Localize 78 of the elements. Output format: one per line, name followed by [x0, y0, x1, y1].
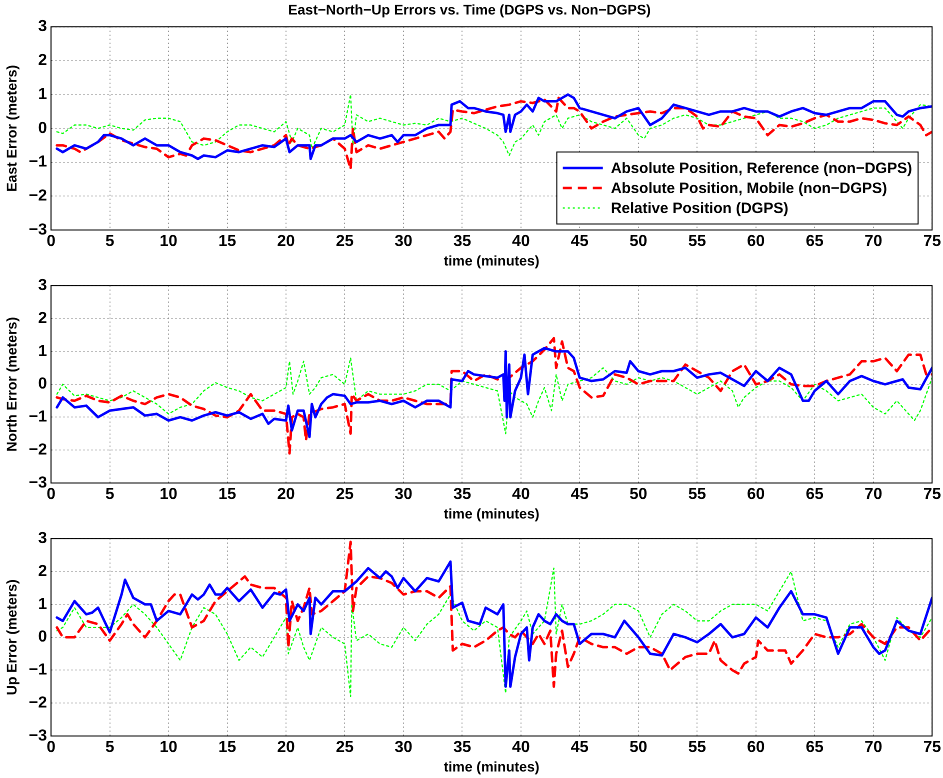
x-tick-label: 60: [746, 486, 765, 504]
y-tick-label: 2: [38, 52, 48, 70]
x-tick-label: 30: [394, 233, 412, 250]
x-tick-label: 45: [570, 233, 589, 250]
x-tick-label: 65: [806, 739, 824, 756]
x-tick-label: 40: [512, 233, 530, 250]
x-tick-label: 30: [394, 486, 412, 504]
x-tick-label: 55: [688, 233, 706, 250]
y-axis-title: North Error (meters): [3, 317, 20, 452]
y-tick-label: −3: [28, 474, 48, 492]
x-tick-label: 15: [218, 486, 236, 504]
y-tick-label: 2: [38, 310, 48, 327]
y-axis-title: East Error (meters): [3, 64, 20, 192]
x-tick-label: 5: [105, 486, 114, 504]
x-tick-label: 55: [688, 739, 706, 756]
x-tick-label: 50: [630, 486, 648, 504]
x-tick-label: 60: [746, 739, 765, 756]
x-tick-label: 15: [218, 233, 236, 250]
x-tick-label: 40: [512, 486, 530, 504]
x-tick-label: 65: [806, 233, 824, 250]
x-tick-label: 20: [277, 486, 295, 504]
x-tick-label: 40: [512, 739, 530, 756]
x-tick-label: 35: [453, 739, 472, 756]
y-tick-label: 1: [38, 86, 48, 103]
x-tick-label: 10: [160, 486, 178, 504]
legend-label: Absolute Position, Reference (non−DGPS): [610, 160, 912, 178]
x-tick-label: 10: [160, 739, 178, 756]
x-tick-label: 25: [336, 486, 354, 504]
line-series: [56, 336, 932, 455]
y-tick-label: 3: [38, 277, 48, 294]
y-tick-label: 3: [38, 530, 48, 548]
x-axis-title: time (minutes): [444, 252, 540, 268]
y-tick-label: −3: [28, 221, 48, 238]
y-tick-label: 0: [38, 628, 48, 646]
x-tick-label: 50: [630, 233, 648, 250]
y-tick-label: 1: [38, 596, 48, 613]
x-tick-label: 55: [688, 486, 706, 504]
x-axis-title: time (minutes): [444, 505, 540, 522]
x-tick-label: 10: [160, 233, 178, 250]
x-tick-label: 35: [453, 486, 472, 504]
x-tick-label: 20: [277, 233, 295, 250]
x-tick-label: 75: [923, 233, 942, 250]
y-tick-label: 0: [38, 120, 48, 137]
x-tick-label: 45: [570, 739, 589, 756]
y-tick-label: −1: [28, 662, 48, 679]
y-tick-label: 1: [38, 342, 48, 360]
y-tick-label: −2: [28, 694, 48, 712]
y-tick-label: 0: [38, 376, 48, 393]
chart-title: East−North−Up Errors vs. Time (DGPS vs. Non−DGPS): [288, 1, 651, 18]
x-tick-label: 45: [570, 486, 589, 504]
x-tick-label: 60: [746, 233, 765, 250]
x-tick-label: 25: [336, 233, 354, 250]
line-series: [56, 357, 932, 434]
x-axis-title: time (minutes): [444, 758, 540, 774]
x-tick-label: 70: [864, 233, 882, 250]
y-tick-label: −1: [28, 154, 48, 171]
x-tick-label: 50: [630, 739, 648, 756]
y-tick-label: 2: [38, 562, 48, 580]
y-tick-label: −2: [28, 188, 48, 205]
x-tick-label: 25: [336, 739, 354, 756]
legend-label: Relative Position (DGPS): [610, 200, 788, 218]
x-tick-label: 75: [923, 486, 942, 504]
x-tick-label: 20: [277, 739, 295, 756]
y-tick-label: −3: [28, 727, 48, 744]
x-tick-label: 65: [806, 486, 824, 504]
y-axis-title: Up Error (meters): [3, 579, 20, 696]
x-tick-label: 70: [864, 486, 882, 504]
y-tick-label: 3: [38, 18, 48, 36]
x-tick-label: 75: [923, 739, 942, 756]
x-tick-label: 5: [105, 233, 114, 250]
x-tick-label: 5: [105, 739, 114, 756]
x-tick-label: 30: [394, 739, 412, 756]
x-tick-label: 70: [864, 739, 882, 756]
legend-label: Absolute Position, Mobile (non−DGPS): [610, 180, 888, 198]
y-tick-label: −1: [28, 408, 48, 426]
y-tick-label: −2: [28, 442, 48, 459]
x-tick-label: 35: [453, 233, 472, 250]
x-tick-label: 15: [218, 739, 236, 756]
